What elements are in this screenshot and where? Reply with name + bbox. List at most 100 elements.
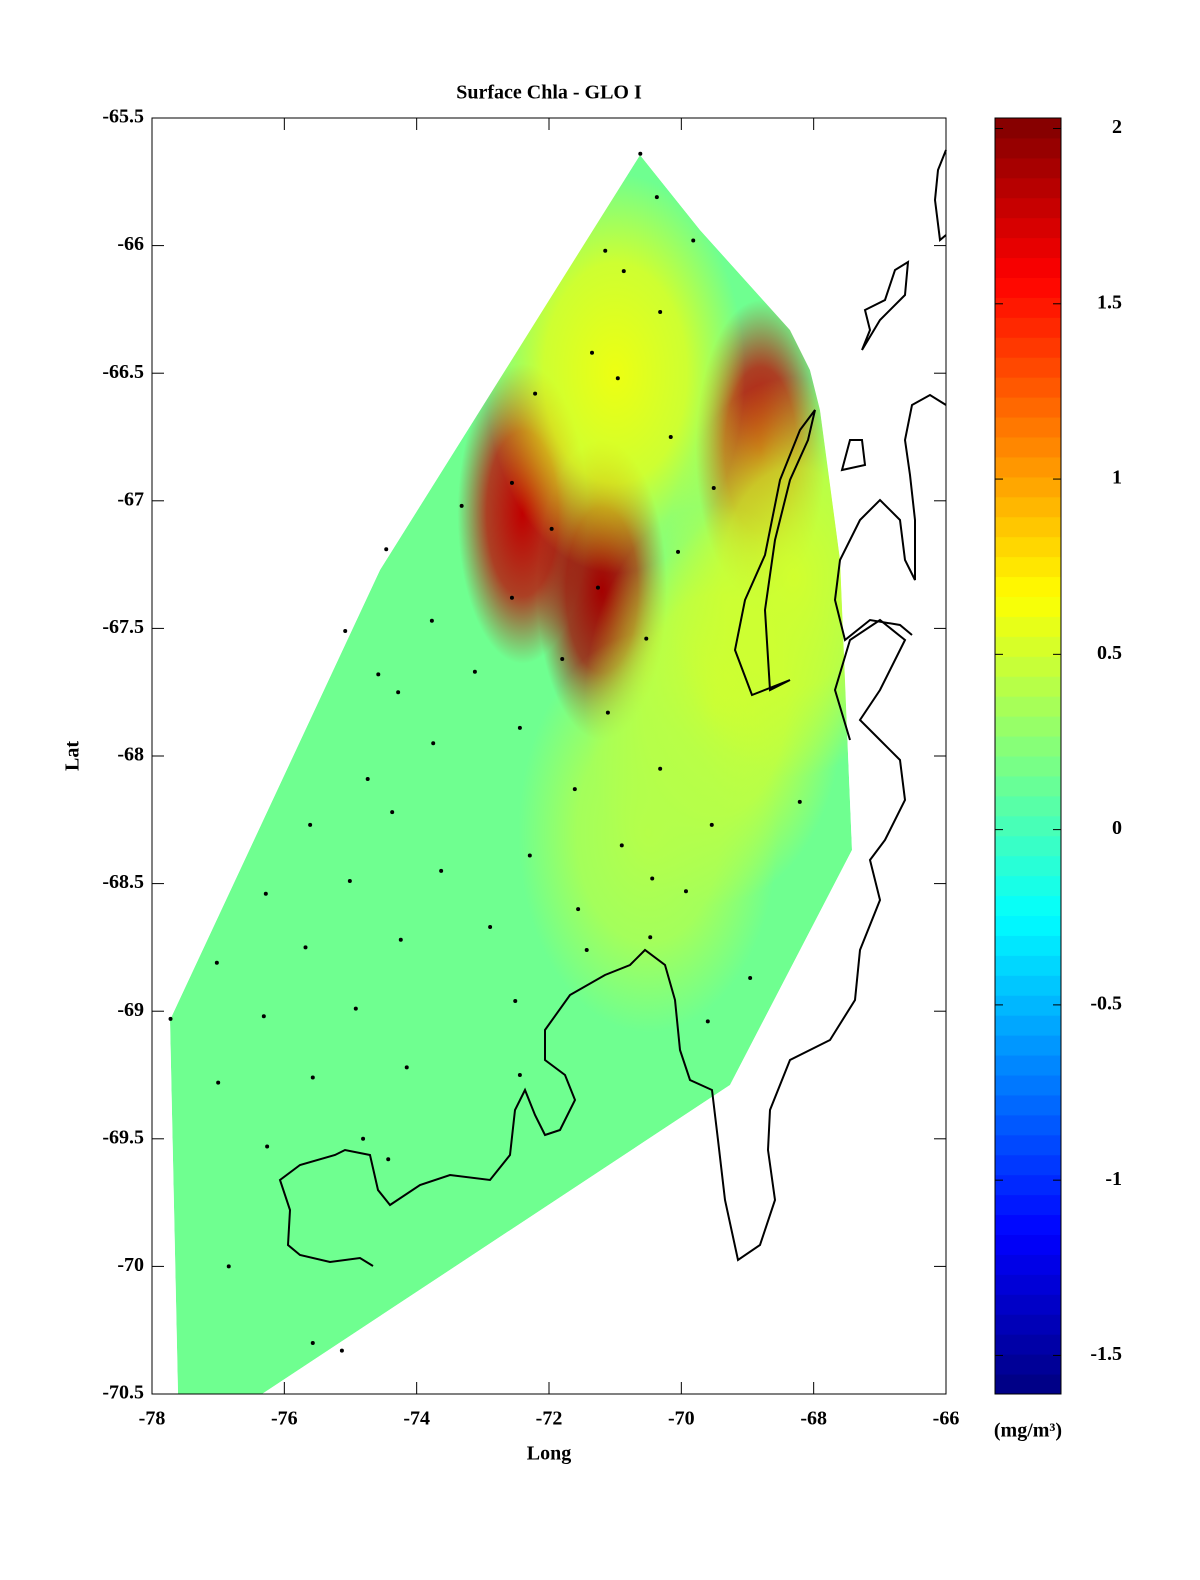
y-tick-label: -65.5: [102, 106, 144, 128]
colorbar-step: [995, 1114, 1061, 1136]
station: [658, 309, 663, 314]
colorbar-step: [995, 317, 1061, 338]
y-tick-label: -70.5: [102, 1382, 144, 1404]
station: [431, 741, 436, 746]
station: [365, 776, 370, 781]
station: [705, 1019, 710, 1024]
station: [353, 1006, 358, 1011]
station: [691, 238, 696, 243]
coastline: [278, 149, 947, 1267]
colorbar-step: [995, 377, 1061, 398]
station: [517, 725, 522, 730]
station: [488, 924, 493, 929]
colorbar-tick-label: 1.5: [1097, 291, 1122, 313]
colorbar-tick-label: -1.5: [1090, 1343, 1122, 1365]
station: [339, 1348, 344, 1353]
x-tick-label: -78: [139, 1408, 166, 1430]
x-tick-label: -74: [403, 1408, 430, 1430]
colorbar-tick-label: 1: [1112, 467, 1122, 489]
x-tick-label: -72: [536, 1408, 563, 1430]
colorbar-step: [995, 1194, 1061, 1216]
station: [429, 618, 434, 623]
station: [168, 1016, 173, 1021]
colorbar-step: [995, 1154, 1061, 1176]
colorbar-step: [995, 935, 1061, 956]
colorbar-step: [995, 1254, 1061, 1275]
colorbar-step: [995, 1214, 1061, 1235]
station: [384, 547, 389, 552]
colorbar-step: [995, 556, 1061, 578]
station: [658, 766, 663, 771]
colorbar-step: [995, 1374, 1061, 1395]
station: [572, 787, 577, 792]
station: [603, 248, 608, 253]
colorbar-step: [995, 1075, 1061, 1096]
colorbar-step: [995, 1094, 1061, 1116]
colorbar-step: [995, 716, 1061, 737]
station: [549, 526, 554, 531]
x-tick-label: -76: [271, 1408, 298, 1430]
station: [472, 669, 477, 674]
station: [265, 1144, 270, 1149]
colorbar-step: [995, 756, 1061, 777]
colorbar-step: [995, 297, 1061, 318]
y-tick-label: -68: [117, 744, 144, 766]
station: [261, 1014, 266, 1019]
colorbar-step: [995, 137, 1061, 159]
station: [343, 628, 348, 633]
colorbar-step: [995, 476, 1061, 498]
colorbar-frame: [994, 117, 1062, 1395]
colorbar-step: [995, 456, 1061, 478]
colorbar-step: [995, 795, 1061, 817]
chart-title: Surface Chla - GLO I: [456, 82, 642, 104]
station: [584, 947, 589, 952]
x-tick-label: -66: [933, 1408, 960, 1430]
station: [509, 480, 514, 485]
y-tick-label: -67: [117, 488, 144, 510]
y-tick-label: -68.5: [102, 871, 144, 893]
station: [459, 503, 464, 508]
y-tick-label: -66: [117, 233, 144, 255]
station: [226, 1264, 231, 1269]
station: [527, 853, 532, 858]
coast: [278, 618, 907, 1267]
colorbar-step: [995, 775, 1061, 797]
station: [396, 690, 401, 695]
station: [683, 889, 688, 894]
station: [303, 945, 308, 950]
colorbar: [995, 118, 1061, 1395]
colorbar-step: [995, 835, 1061, 857]
station: [709, 822, 714, 827]
station: [797, 799, 802, 804]
y-tick-label: -70: [117, 1254, 144, 1276]
y-axis-label: Lat: [62, 741, 84, 771]
colorbar-step: [995, 616, 1061, 637]
y-tick-label: -67.5: [102, 616, 144, 638]
colorbar-step: [995, 1234, 1061, 1255]
colorbar-step: [995, 576, 1061, 597]
station: [310, 1075, 315, 1080]
colorbar-step: [995, 1354, 1061, 1375]
stations: [168, 151, 802, 1353]
station: [347, 879, 352, 884]
colorbar-step: [995, 397, 1061, 418]
station: [390, 810, 395, 815]
coast: [933, 149, 947, 242]
station: [748, 976, 753, 981]
x-axis-label: Long: [527, 1443, 571, 1465]
station: [214, 960, 219, 965]
colorbar-label: (mg/m³): [994, 1420, 1062, 1442]
colorbar-step: [995, 656, 1061, 677]
colorbar-tick-label: 0.5: [1097, 642, 1122, 664]
station: [615, 376, 620, 381]
station: [361, 1136, 366, 1141]
colorbar-step: [995, 357, 1061, 378]
colorbar-step: [995, 536, 1061, 558]
station: [638, 151, 643, 156]
colorbar-step: [995, 516, 1061, 538]
colorbar-step: [995, 1134, 1061, 1156]
station: [648, 935, 653, 940]
station: [711, 486, 716, 491]
station: [621, 269, 626, 274]
colorbar-step: [995, 596, 1061, 617]
